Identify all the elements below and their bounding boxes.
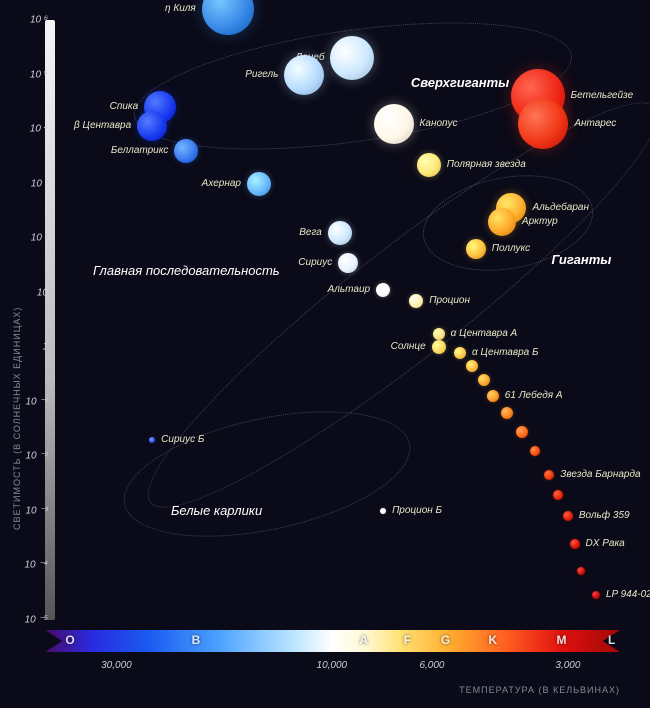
star-label: Вега: [299, 227, 322, 238]
y-tick: 10 ⁻⁵: [25, 615, 48, 626]
star-marker: [417, 153, 441, 177]
x-tick: 10,000: [317, 660, 348, 671]
star-label: Вольф 359: [579, 510, 630, 521]
region-ellipse: [112, 389, 421, 559]
star-marker: [563, 511, 573, 521]
star-label: η Киля: [165, 3, 196, 14]
x-tick: 6,000: [419, 660, 444, 671]
star-marker: [516, 426, 528, 438]
star-marker: [478, 374, 490, 386]
star-label: Процион: [429, 295, 470, 306]
spectral-class-letter: O: [65, 633, 74, 647]
star-label: Ригель: [245, 69, 278, 80]
group-label: Сверхгиганты: [411, 75, 509, 90]
y-tick: 10 ⁻⁴: [24, 560, 48, 571]
spectral-class-letter: B: [192, 633, 201, 647]
star-marker: [501, 407, 513, 419]
x-axis-label: ТЕМПЕРАТУРА (В КЕЛЬВИНАХ): [459, 685, 620, 695]
star-marker: [380, 508, 386, 514]
star-marker: [466, 360, 478, 372]
star-label: Арктур: [522, 216, 558, 227]
x-tick: 3,000: [555, 660, 580, 671]
star-label: Ахернар: [202, 178, 241, 189]
y-tick: 10 ⁻³: [25, 505, 48, 516]
star-marker: [409, 294, 423, 308]
star-label: α Центавра А: [451, 328, 518, 339]
star-marker: [466, 239, 486, 259]
star-marker: [137, 111, 167, 141]
y-axis-label: СВЕТИМОСТЬ (В СОЛНЕЧНЫХ ЕДИНИЦАХ): [12, 307, 22, 530]
star-label: α Центавра Б: [472, 347, 538, 358]
y-tick: 1: [42, 342, 48, 353]
star-marker: [530, 446, 540, 456]
star-marker: [174, 139, 198, 163]
star-marker: [330, 36, 374, 80]
star-label: Альтаир: [328, 284, 370, 295]
spectral-class-letter: G: [441, 633, 450, 647]
star-marker: [433, 328, 445, 340]
group-label: Главная последовательность: [93, 263, 280, 278]
star-label: Сириус Б: [161, 434, 204, 445]
y-tick: 10 ²: [31, 233, 48, 244]
spectral-class-letter: A: [359, 633, 368, 647]
star-marker: [374, 104, 414, 144]
spectral-class-letter: L: [608, 633, 615, 647]
y-tick: 10 ⁻²: [25, 451, 48, 462]
star-label: Беллатрикс: [111, 145, 169, 156]
star-label: Процион Б: [392, 505, 442, 516]
y-tick: 10 ⁶: [30, 15, 48, 26]
y-tick: 10 ⁵: [30, 69, 48, 80]
spectral-class-letter: F: [404, 633, 411, 647]
star-marker: [376, 283, 390, 297]
star-label: Антарес: [574, 118, 616, 129]
star-label: 61 Лебедя А: [505, 390, 563, 401]
spectral-class-letter: M: [556, 633, 566, 647]
y-axis-gradient-bar: [45, 20, 55, 620]
star-marker: [149, 437, 155, 443]
y-tick: 10 ³: [31, 178, 48, 189]
group-label: Белые карлики: [171, 503, 262, 518]
star-label: LP 944-020: [606, 589, 650, 600]
star-label: DX Рака: [586, 538, 625, 549]
star-label: Солнце: [391, 341, 426, 352]
y-tick: 10 ⁴: [30, 124, 48, 135]
star-marker: [202, 0, 254, 35]
star-label: β Центавра: [74, 120, 131, 131]
star-marker: [577, 567, 585, 575]
star-marker: [488, 208, 516, 236]
star-label: Полярная звезда: [447, 159, 526, 170]
star-marker: [284, 55, 324, 95]
star-label: Канопус: [420, 118, 458, 129]
y-tick: 10: [37, 287, 48, 298]
spectral-class-letter: K: [488, 633, 497, 647]
star-marker: [487, 390, 499, 402]
x-tick: 30,000: [101, 660, 132, 671]
star-marker: [570, 539, 580, 549]
x-axis-spectrum-bar: [45, 630, 620, 652]
star-label: Альдебаран: [532, 202, 588, 213]
star-label: Бетельгейзе: [571, 90, 633, 101]
star-marker: [544, 470, 554, 480]
star-marker: [553, 490, 563, 500]
y-tick: 10 ⁻¹: [25, 396, 48, 407]
hr-diagram-plot: η КиляДенебРигельСпикаβ ЦентавраКанопусБ…: [60, 20, 620, 620]
star-marker: [247, 172, 271, 196]
group-label: Гиганты: [551, 252, 611, 267]
star-label: Звезда Барнарда: [560, 469, 640, 480]
star-label: Спика: [110, 101, 139, 112]
star-marker: [432, 340, 446, 354]
star-marker: [338, 253, 358, 273]
star-marker: [592, 591, 600, 599]
star-marker: [328, 221, 352, 245]
star-label: Сириус: [298, 257, 332, 268]
star-marker: [454, 347, 466, 359]
star-marker: [518, 99, 568, 149]
star-label: Поллукс: [492, 243, 530, 254]
